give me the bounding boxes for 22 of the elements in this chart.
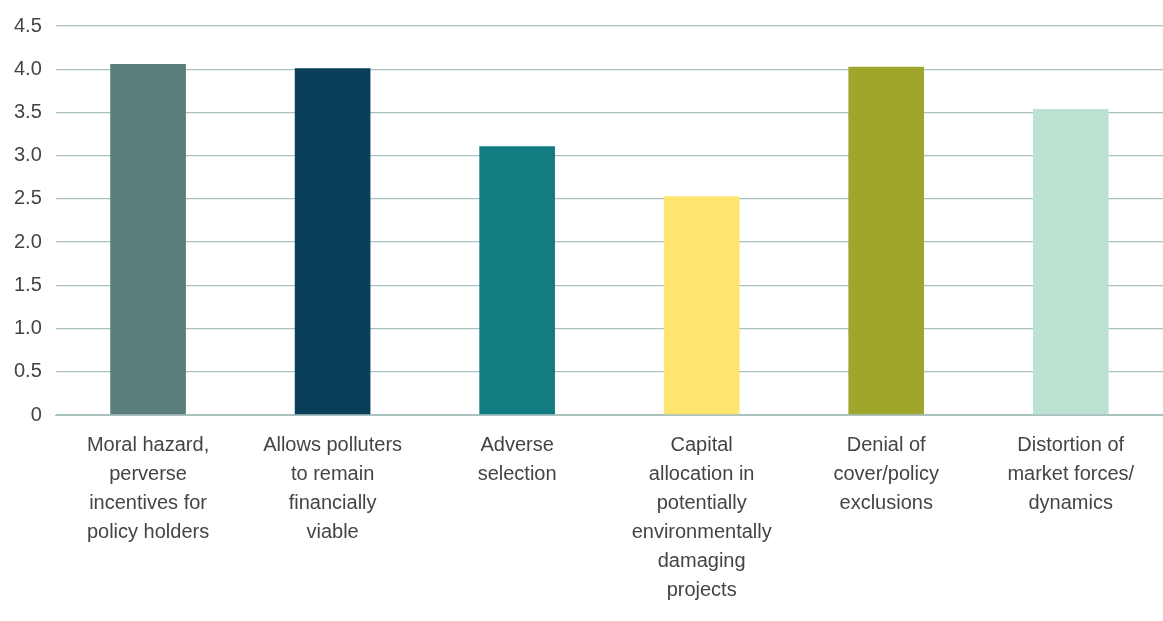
y-tick-label: 0 xyxy=(30,402,42,425)
bar xyxy=(848,66,925,415)
x-tick-label: Capital allocation in potentially environmentally damaging projects xyxy=(631,433,772,601)
y-tick-label: 0.5 xyxy=(13,359,42,382)
x-tick-label: Moral hazard, perverse incentives for policy holders xyxy=(86,433,210,543)
bar xyxy=(1032,108,1109,415)
y-tick-label: 3.5 xyxy=(13,99,42,122)
x-tick-label: Denial of cover/policy exclusions xyxy=(833,433,940,514)
y-tick-label: 1.5 xyxy=(13,272,42,295)
bar xyxy=(110,64,186,415)
y-tick-label: 4.5 xyxy=(13,13,42,36)
x-tick-label: Allows polluters to remain financially viable xyxy=(263,433,403,543)
y-tick-label: 2.5 xyxy=(13,186,42,209)
y-tick-label: 3.0 xyxy=(13,143,42,166)
bar xyxy=(663,196,740,415)
bar xyxy=(294,68,371,415)
y-tick-label: 4.0 xyxy=(13,56,42,79)
bar xyxy=(479,146,555,415)
y-tick-label: 2.0 xyxy=(13,229,42,252)
x-tick-label: Distortion of market forces/ dynamics xyxy=(1007,433,1135,514)
y-tick-label: 1.0 xyxy=(13,316,42,339)
x-tick-label: Adverse selection xyxy=(477,433,557,485)
